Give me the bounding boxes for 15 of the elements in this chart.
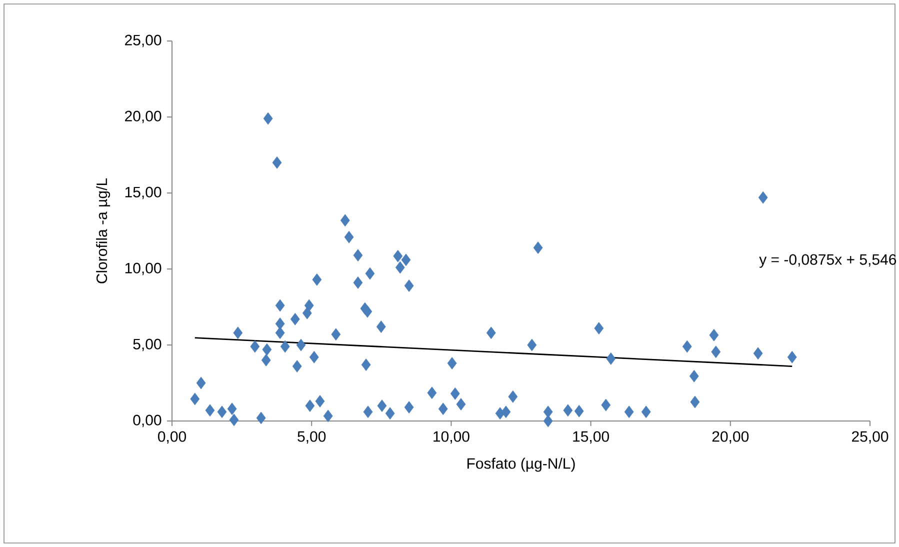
y-axis-title: Clorofila -a µg/L [96, 178, 110, 284]
x-tick-label: 20,00 [712, 431, 749, 444]
y-tick-label: 25,00 [125, 34, 162, 48]
x-tick-label: 15,00 [573, 431, 609, 444]
y-tick-label: 20,00 [125, 110, 162, 124]
x-tick-label: 25,00 [852, 431, 888, 444]
y-tick-label: 15,00 [125, 186, 162, 200]
y-tick-label: 0,00 [133, 414, 162, 428]
x-axis-title: Fosfato (µg-N/L) [467, 458, 575, 472]
y-tick-label: 10,00 [125, 262, 162, 276]
y-tick-label: 5,00 [133, 338, 162, 352]
x-tick-label: 0,00 [158, 431, 186, 444]
x-tick-label: 10,00 [434, 431, 470, 444]
x-tick-label: 5,00 [298, 431, 326, 444]
annotation: y = -0,0875x + 5,546 [759, 254, 896, 268]
